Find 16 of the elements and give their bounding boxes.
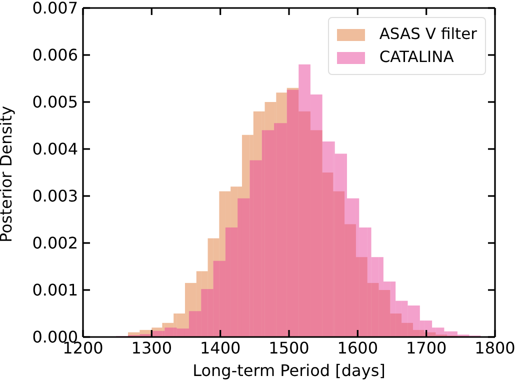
x-tick-label: 1400 (200, 338, 241, 358)
y-tick-label: 0.004 (32, 140, 78, 159)
y-tick-label: 0.005 (32, 92, 78, 112)
legend-label: CATALINA (379, 47, 454, 68)
x-axis-title: Long-term Period [days] (192, 361, 386, 380)
x-tick-label: 1500 (268, 338, 310, 358)
legend-label: ASAS V filter (379, 24, 477, 45)
x-tick-label: 1300 (131, 338, 172, 358)
y-tick-label: 0.002 (32, 234, 78, 253)
y-tick-label: 0.003 (32, 186, 78, 206)
y-tick-label: 0.001 (32, 280, 78, 300)
x-tick-label: 1800 (474, 338, 516, 358)
y-tick-label: 0.007 (32, 0, 78, 18)
y-tick-label: 0.006 (32, 46, 78, 65)
x-tick-label: 1600 (337, 338, 378, 358)
x-tick-label: 1700 (406, 338, 447, 358)
